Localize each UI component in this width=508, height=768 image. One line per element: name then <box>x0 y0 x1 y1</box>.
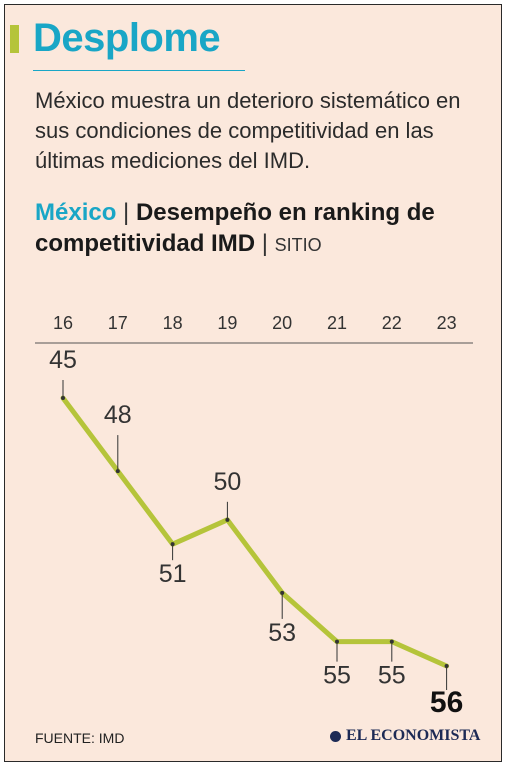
chart-heading-separator: | <box>123 199 130 226</box>
data-point <box>61 396 65 400</box>
title-underline <box>33 70 245 71</box>
data-label: 50 <box>213 468 241 496</box>
data-label: 51 <box>159 560 187 588</box>
data-label: 48 <box>104 401 132 429</box>
x-tick-label: 16 <box>53 313 73 333</box>
chart-heading-country: México <box>35 199 117 226</box>
source-note: FUENTE: IMD <box>35 730 125 746</box>
chart-heading-text: Desempeño en ranking de competitividad I… <box>35 199 435 257</box>
page-subtitle: México muestra un deterioro sistemático … <box>35 88 461 173</box>
data-point <box>280 590 285 595</box>
series-line <box>60 395 450 669</box>
chart-heading-separator-2: | <box>261 230 268 257</box>
data-label: 55 <box>323 662 351 690</box>
data-point <box>225 517 230 522</box>
data-point <box>444 664 449 668</box>
x-tick-label: 18 <box>163 313 183 333</box>
x-tick-label: 19 <box>217 313 237 333</box>
chart-heading-unit: SITIO <box>274 235 322 255</box>
x-tick-label: 23 <box>437 313 457 333</box>
data-label: 53 <box>268 619 296 647</box>
data-point <box>389 639 394 644</box>
x-tick-label: 21 <box>327 313 347 333</box>
title-accent-bar <box>10 25 19 53</box>
data-point <box>115 469 120 474</box>
infographic-card <box>4 4 502 762</box>
data-label: 56 <box>430 686 463 719</box>
data-point <box>170 542 175 547</box>
logo-mark-icon <box>330 730 341 742</box>
x-tick-label: 17 <box>108 313 128 333</box>
logo-text: EL ECONOMISTA <box>346 727 481 744</box>
data-point <box>335 639 339 644</box>
x-tick-label: 22 <box>382 313 402 333</box>
x-tick-label: 20 <box>272 313 292 333</box>
publisher-logo: EL ECONOMISTA <box>330 727 480 745</box>
page-title: Desplome <box>33 16 221 60</box>
data-label: 55 <box>378 662 406 690</box>
data-label: 45 <box>49 346 77 374</box>
chart-heading: México | Desempeño en ranking de competi… <box>35 197 475 261</box>
